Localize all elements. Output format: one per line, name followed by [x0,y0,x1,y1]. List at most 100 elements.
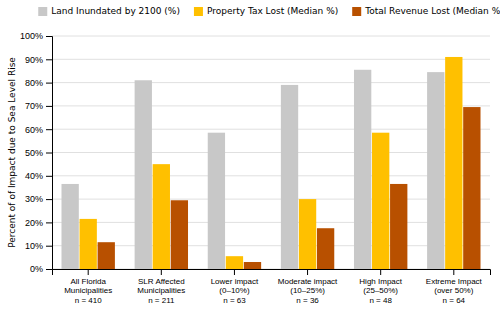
tick-label: 70% [25,101,43,111]
bar [135,80,152,269]
tick: All FloridaMunicipalitiesn = 410 [64,269,112,305]
bar [445,57,462,269]
bar [244,262,261,269]
tick-label: SLR AffectedMunicipalitiesn = 211 [137,277,185,305]
legend-item: Property Tax Lost (Median %) [194,6,338,16]
chart: 0% 10% 20% 30% 40% 50% 60% 70% 80% 90% 100% All Flo… [0,0,500,319]
tick-mark [46,246,52,247]
bar [153,164,170,269]
bars [61,57,480,269]
y-axis-title: Percent of of Impact due to Sea Level Ri… [7,57,17,248]
tick-label: Lower impact(0–10%)n = 63 [211,277,259,305]
grid-line [52,222,490,223]
tick-label: 50% [25,148,43,158]
tick-mark [46,129,52,130]
tick-mark [161,269,162,275]
legend-label: Property Tax Lost (Median %) [207,6,338,16]
grid-line [52,105,490,106]
tick: 20% [25,218,52,228]
grid [52,36,490,269]
tick-label: 40% [25,171,43,181]
tick-label: 10% [25,241,43,251]
bar [208,133,225,269]
series [80,57,463,269]
grid-line [52,199,490,200]
tick-mark [46,36,52,37]
tick-label: 60% [25,125,43,135]
grid-line [52,59,490,60]
bar [372,133,389,269]
axis-line [46,37,53,270]
tick: 0% [30,264,52,274]
bar [80,219,97,269]
tick-label: 80% [25,78,43,88]
legend-label: Land Inundated by 2100 (%) [51,6,180,16]
tick-mark [46,83,52,84]
bar [281,85,298,269]
tick-mark [46,222,52,223]
tick-mark [453,269,454,275]
tick: Moderate impact(10–25%)n = 36 [278,269,338,305]
tick: 40% [25,171,52,181]
legend-swatch [352,7,361,16]
legend: Land Inundated by 2100 (%) Property Tax L… [38,6,500,16]
y-axis: 0% 10% 20% 30% 40% 50% 60% 70% 80% 90% 100% [20,31,53,274]
tick-mark [234,269,235,275]
tick: 10% [25,241,52,251]
legend-item: Total Revenue Lost (Median %) [352,6,500,16]
grid-line [52,245,490,246]
axis-line [53,270,491,276]
bar [317,228,334,269]
grid-line [52,152,490,153]
bar [171,200,188,269]
legend-label: Total Revenue Lost (Median %) [364,6,500,16]
tick-mark [46,106,52,107]
tick-mark [46,199,52,200]
tick-label: High Impact(25–50%)n = 48 [359,277,402,305]
series [98,107,481,269]
grid-line [52,175,490,176]
plot: 0% 10% 20% 30% 40% 50% 60% 70% 80% 90% 100% All Flo… [20,31,491,305]
tick: Lower impact(0–10%)n = 63 [211,269,259,305]
bar [354,70,371,269]
tick-label: All FloridaMunicipalitiesn = 410 [64,277,112,305]
tick-mark [88,269,89,275]
tick-mark [46,153,52,154]
tick: 70% [25,101,52,111]
tick: High Impact(25–50%)n = 48 [359,269,402,305]
tick: 50% [25,148,52,158]
tick-mark [46,269,52,270]
x-axis: All FloridaMunicipalitiesn = 410 SLR Affe… [53,269,491,305]
tick-mark [380,269,381,275]
grid-line [52,129,490,130]
tick-label: 100% [20,31,43,41]
series [61,70,444,269]
bar [98,242,115,269]
grid-line [52,36,490,37]
legend-item: Land Inundated by 2100 (%) [38,6,180,16]
bar [299,199,316,269]
tick-mark [307,269,308,275]
tick: 30% [25,194,52,204]
bar [427,72,444,269]
legend-swatch [38,7,47,16]
tick: 60% [25,125,52,135]
tick-label: 0% [30,264,43,274]
tick: Extreme Impact(over 50%)n = 64 [426,269,483,305]
tick: 90% [25,55,52,65]
legend-swatch [194,7,203,16]
bar [463,107,480,269]
tick-label: 20% [25,218,43,228]
tick: 80% [25,78,52,88]
tick-label: 90% [25,55,43,65]
tick: SLR AffectedMunicipalitiesn = 211 [137,269,185,305]
tick-mark [46,59,52,60]
tick-label: 30% [25,194,43,204]
bar [61,184,78,269]
tick-label: Moderate impact(10–25%)n = 36 [278,277,338,305]
tick-mark [46,176,52,177]
bar [390,184,407,269]
bar [226,256,243,269]
grid-line [52,82,490,83]
tick: 100% [20,31,52,41]
